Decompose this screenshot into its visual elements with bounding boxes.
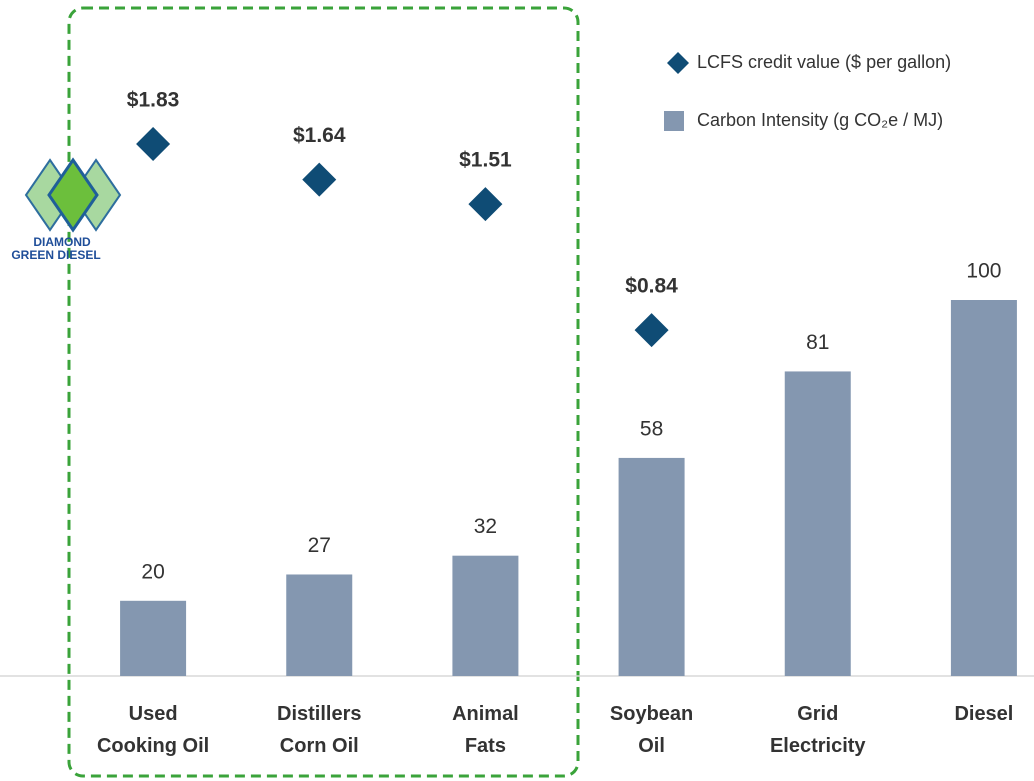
x-tick-label: Distillers Corn Oil xyxy=(277,703,361,757)
bar xyxy=(618,457,685,676)
value-label: $1.51 xyxy=(459,149,512,172)
diamond-marker xyxy=(468,187,503,222)
bar xyxy=(286,574,353,676)
x-tick-label: Diesel xyxy=(954,703,1013,725)
label-line: Electricity xyxy=(770,735,866,757)
value-label: 32 xyxy=(474,515,497,538)
logo-text: DIAMOND xyxy=(33,235,91,249)
legend-label: LCFS credit value ($ per gallon) xyxy=(697,52,951,72)
x-tick-label: Grid Electricity xyxy=(770,703,866,757)
legend-marker xyxy=(667,52,689,74)
bar xyxy=(950,300,1017,676)
value-label: $1.64 xyxy=(293,124,346,147)
label-line: Distillers xyxy=(277,703,361,725)
diamond-marker xyxy=(634,313,669,348)
label-line: Diesel xyxy=(954,703,1013,725)
label-line: Used xyxy=(129,703,178,725)
value-label: 20 xyxy=(141,560,164,583)
label-line: Fats xyxy=(465,735,506,757)
x-tick-label: Used Cooking Oil xyxy=(97,703,209,757)
highlight-box xyxy=(67,6,580,778)
value-label: 27 xyxy=(308,534,331,557)
label-line: Oil xyxy=(638,735,665,757)
x-tick-label: Soybean Oil xyxy=(610,703,693,757)
value-label: $1.83 xyxy=(127,89,180,112)
logo: DIAMOND GREEN DIESEL xyxy=(11,157,122,262)
value-label: 100 xyxy=(966,260,1001,283)
x-tick-label: Animal Fats xyxy=(452,703,519,757)
bar xyxy=(452,555,519,676)
legend-marker xyxy=(664,111,684,131)
label-line: Cooking Oil xyxy=(97,735,209,757)
logo-text: GREEN DIESEL xyxy=(11,248,100,262)
label-line: Corn Oil xyxy=(280,735,359,757)
value-label: $0.84 xyxy=(625,275,678,298)
diamond-marker xyxy=(136,126,171,161)
value-label: 81 xyxy=(806,331,829,354)
bar xyxy=(784,371,851,676)
value-label: 58 xyxy=(640,417,663,440)
bar xyxy=(120,600,187,676)
label-line: Soybean xyxy=(610,703,693,725)
label-line: Animal xyxy=(452,703,519,725)
legend-label: Carbon Intensity (g CO₂e / MJ) xyxy=(697,110,943,130)
label-line: Grid xyxy=(797,703,838,725)
diamond-marker xyxy=(302,162,337,197)
